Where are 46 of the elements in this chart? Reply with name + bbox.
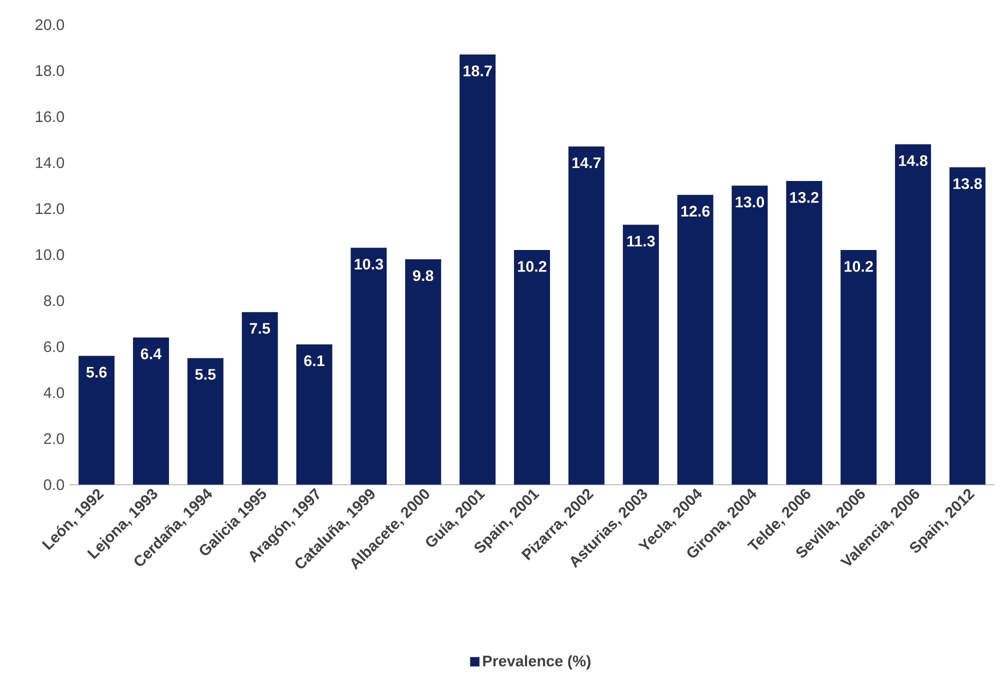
bar [514,250,550,485]
data-label: 12.6 [681,206,710,217]
bar [895,144,932,485]
bar [296,344,332,485]
y-tick-label: 16.0 [36,111,64,122]
bar [840,250,877,485]
bar [460,54,496,485]
y-tick-label: 8.0 [44,295,64,306]
data-label: 7.5 [250,323,270,334]
bar [187,358,224,485]
bar [350,248,387,485]
data-label: 14.8 [899,155,928,166]
data-label: 14.7 [572,158,601,168]
y-tick-label: 10.0 [36,249,64,260]
y-tick-label: 18.0 [36,65,64,76]
bar [78,356,115,485]
legend-label: Prevalence (%) [483,655,590,670]
data-label: 13.2 [790,192,818,203]
data-label: 13.8 [953,178,982,190]
y-tick-label: 12.0 [36,203,64,214]
y-tick-label: 4.0 [44,387,64,398]
bar [568,146,604,485]
data-label: 13.0 [736,196,764,208]
bar [677,194,714,485]
data-label: 5.5 [195,369,216,380]
bar [132,337,169,485]
y-tick-label: 0.0 [44,479,64,490]
bar [405,259,442,485]
data-label: 11.3 [627,236,655,247]
data-label: 6.1 [304,355,325,366]
data-label: 9.8 [413,270,434,282]
bar [732,186,768,485]
y-tick-label: 2.0 [44,433,64,444]
data-label: 10.2 [518,260,546,272]
bar [786,181,822,485]
data-label: 18.7 [464,65,492,76]
data-label: 5.6 [86,366,107,378]
y-tick-label: 20.0 [36,19,64,30]
data-label: 10.3 [354,258,384,270]
bar [242,312,278,485]
y-tick-label: 14.0 [36,157,64,168]
data-label: 6.4 [140,348,162,360]
y-tick-label: 6.0 [44,341,64,352]
bar [622,224,659,485]
data-label: 10.2 [844,260,873,272]
bar [949,167,986,485]
